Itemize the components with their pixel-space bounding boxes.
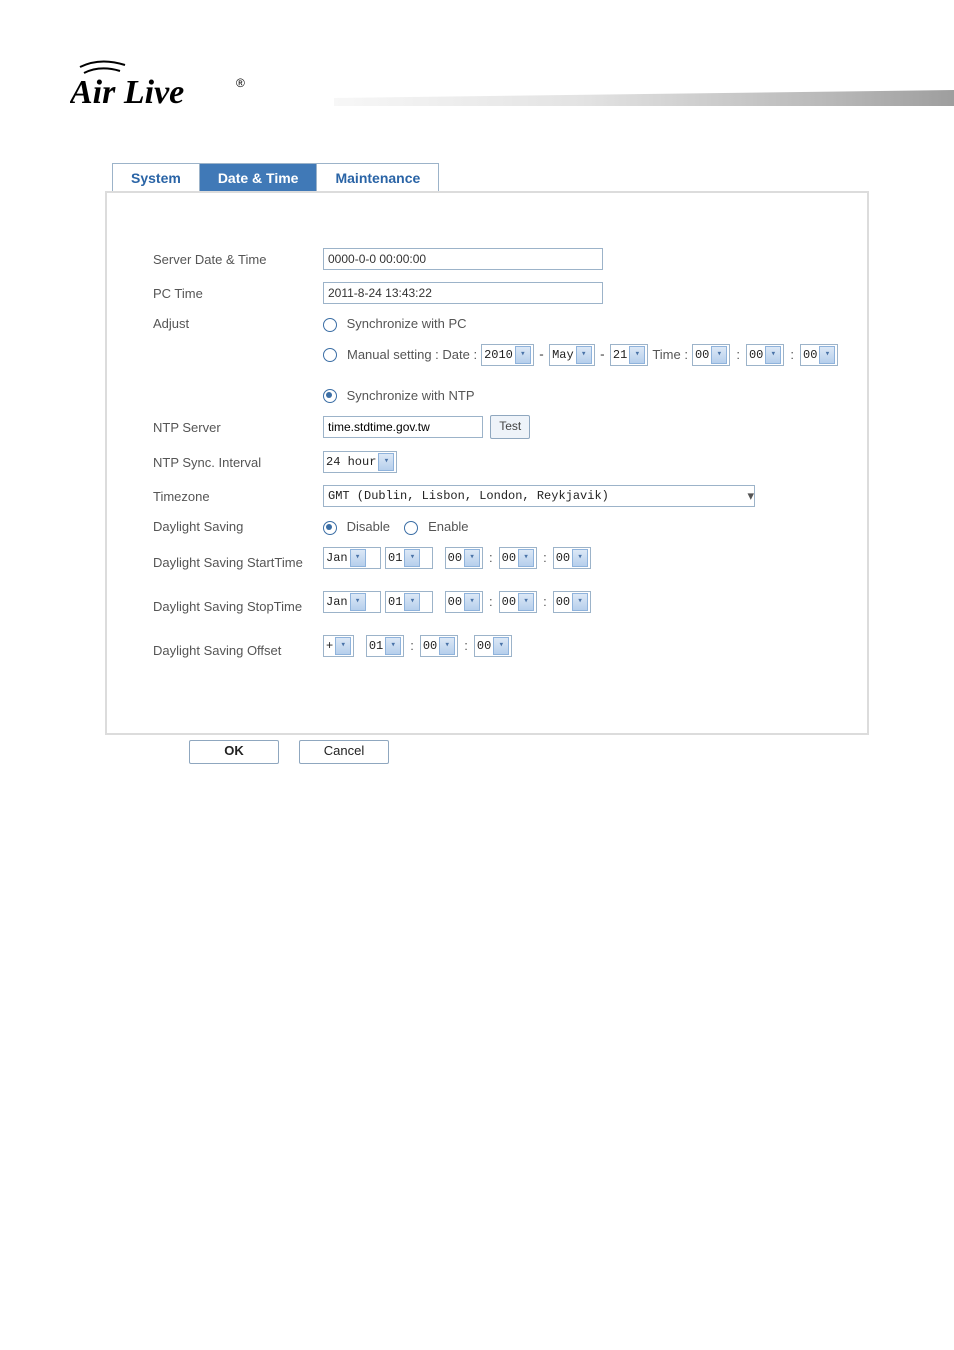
label-ds-start: Daylight Saving StartTime	[153, 555, 323, 570]
svg-text:®: ®	[236, 76, 245, 90]
radio-ds-disable[interactable]	[323, 521, 337, 535]
notes-list: . . .	[110, 820, 850, 1068]
tab-system[interactable]: System	[112, 163, 200, 193]
label-sync-ntp: Synchronize with NTP	[347, 388, 475, 403]
label-server-date-time: Server Date & Time	[153, 252, 323, 267]
select-offset-hour[interactable]: 01▾	[366, 635, 404, 657]
label-ntp-interval: NTP Sync. Interval	[153, 455, 323, 470]
select-year[interactable]: 2010▾	[481, 344, 534, 366]
label-ntp-server: NTP Server	[153, 420, 323, 435]
label-adjust: Adjust	[153, 316, 323, 331]
svg-text:Air Live: Air Live	[70, 74, 184, 111]
select-offset-sign[interactable]: +▾	[323, 635, 354, 657]
test-button[interactable]: Test	[490, 415, 530, 439]
select-ds-stop-month[interactable]: Jan▾	[323, 591, 381, 613]
select-hour[interactable]: 00▾	[692, 344, 730, 366]
tab-maintenance[interactable]: Maintenance	[317, 163, 439, 193]
select-ds-start-day[interactable]: 01▾	[385, 547, 433, 569]
select-ds-stop-min[interactable]: 00▾	[499, 591, 537, 613]
label-manual-prefix: Manual setting : Date :	[347, 347, 477, 362]
select-ds-stop-sec[interactable]: 00▾	[553, 591, 591, 613]
select-month[interactable]: May▾	[549, 344, 595, 366]
header-swoosh	[334, 90, 954, 106]
label-ds-offset: Daylight Saving Offset	[153, 643, 323, 658]
label-ds-stop: Daylight Saving StopTime	[153, 599, 323, 614]
radio-ds-enable[interactable]	[404, 521, 418, 535]
select-minute[interactable]: 00▾	[746, 344, 784, 366]
label-enable: Enable	[428, 519, 468, 534]
radio-sync-ntp[interactable]	[323, 389, 337, 403]
label-daylight-saving: Daylight Saving	[153, 519, 323, 534]
radio-manual[interactable]	[323, 348, 337, 362]
select-second[interactable]: 00▾	[800, 344, 838, 366]
select-ds-start-month[interactable]: Jan▾	[323, 547, 381, 569]
select-timezone[interactable]: GMT (Dublin, Lisbon, London, Reykjavik)▾	[323, 485, 755, 507]
brand-logo: Air Live ®	[70, 55, 270, 118]
tab-bar: System Date & Time Maintenance	[112, 163, 439, 193]
select-offset-sec[interactable]: 00▾	[474, 635, 512, 657]
label-sync-pc: Synchronize with PC	[347, 316, 467, 331]
label-pc-time: PC Time	[153, 286, 323, 301]
select-ds-start-hour[interactable]: 00▾	[445, 547, 483, 569]
select-ds-stop-day[interactable]: 01▾	[385, 591, 433, 613]
label-time-prefix: Time :	[652, 347, 688, 362]
ntp-server-input[interactable]	[323, 416, 483, 438]
cancel-button[interactable]: Cancel	[299, 740, 389, 764]
radio-sync-pc[interactable]	[323, 318, 337, 332]
select-ntp-interval[interactable]: 24 hour▾	[323, 451, 397, 473]
select-offset-min[interactable]: 00▾	[420, 635, 458, 657]
server-date-time-field: 0000-0-0 00:00:00	[323, 248, 603, 270]
label-disable: Disable	[347, 519, 390, 534]
settings-panel: Server Date & Time 0000-0-0 00:00:00 PC …	[105, 191, 869, 735]
pc-time-field: 2011-8-24 13:43:22	[323, 282, 603, 304]
label-timezone: Timezone	[153, 489, 323, 504]
ok-button[interactable]: OK	[189, 740, 279, 764]
tab-date-time[interactable]: Date & Time	[200, 163, 318, 193]
select-ds-stop-hour[interactable]: 00▾	[445, 591, 483, 613]
select-ds-start-sec[interactable]: 00▾	[553, 547, 591, 569]
select-ds-start-min[interactable]: 00▾	[499, 547, 537, 569]
select-day[interactable]: 21▾	[610, 344, 648, 366]
